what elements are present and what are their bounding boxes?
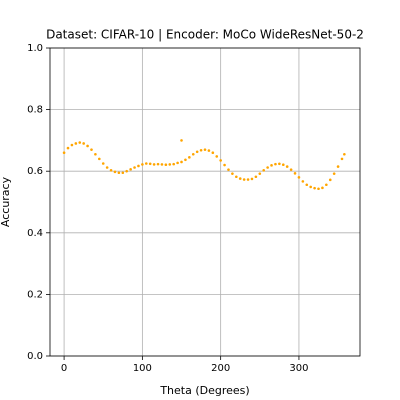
point [262,168,266,172]
y-tick-label: 1.0 [27,43,43,54]
point [129,168,132,171]
point [211,151,215,155]
point [340,157,344,161]
point [313,186,316,190]
point [94,152,97,156]
point [246,178,250,181]
y-tick-label: 0.4 [27,228,43,239]
point [266,166,269,169]
point [160,163,164,166]
point [144,162,148,165]
point [82,142,85,145]
point [274,162,277,166]
point [242,178,246,181]
point [137,164,140,168]
point [285,165,289,168]
point [168,163,172,166]
point [289,168,293,171]
point [121,171,125,175]
point [113,170,117,174]
point [278,162,281,166]
y-tick-label: 0.0 [27,351,43,362]
plot-frame [49,47,361,357]
y-tick-label: 0.8 [27,105,43,116]
point [297,176,301,179]
x-tick-label: 300 [289,363,308,374]
point [176,161,179,165]
point [219,159,222,162]
point [156,162,160,166]
point [321,186,324,190]
point [98,157,101,161]
point [117,171,121,175]
point [188,156,191,159]
point [180,160,183,164]
point [270,164,273,167]
point [180,139,183,142]
point [305,183,309,187]
point [336,165,340,168]
y-tick-label: 0.6 [27,166,43,177]
point [317,187,320,191]
point [141,163,144,166]
x-tick-label: 200 [211,363,230,374]
point [254,175,258,179]
point [148,162,152,166]
point [66,146,70,150]
point [343,152,346,156]
point [238,177,242,180]
point [199,148,203,152]
point [250,177,254,181]
point [172,162,175,166]
point [184,158,187,162]
point [235,175,238,179]
point [86,144,89,148]
point [78,141,82,144]
point [101,162,105,165]
point [203,148,207,151]
point [223,163,226,167]
point [215,155,219,158]
point [195,150,199,154]
point [164,163,168,167]
x-axis-label: Theta (Degrees) [159,384,249,397]
point [109,168,113,172]
point [332,172,336,175]
point [125,169,129,173]
y-axis-label: Accuracy [0,176,12,227]
point [309,185,312,189]
point [293,172,297,175]
point [207,149,211,152]
point [325,183,328,187]
x-tick-label: 0 [61,363,67,374]
point [328,178,332,182]
point [105,166,109,169]
point [191,152,195,156]
chart-title: Dataset: CIFAR-10 | Encoder: MoCo WideRe… [46,28,364,42]
point [62,151,66,155]
point [70,143,74,147]
point [133,166,136,169]
y-tick-label: 0.2 [27,289,43,300]
point [74,142,78,145]
point [152,163,156,166]
point [227,168,230,171]
point [281,163,285,167]
x-tick-label: 100 [133,363,152,374]
point [301,180,305,183]
point [231,172,234,175]
point [90,148,93,151]
point [258,172,262,175]
